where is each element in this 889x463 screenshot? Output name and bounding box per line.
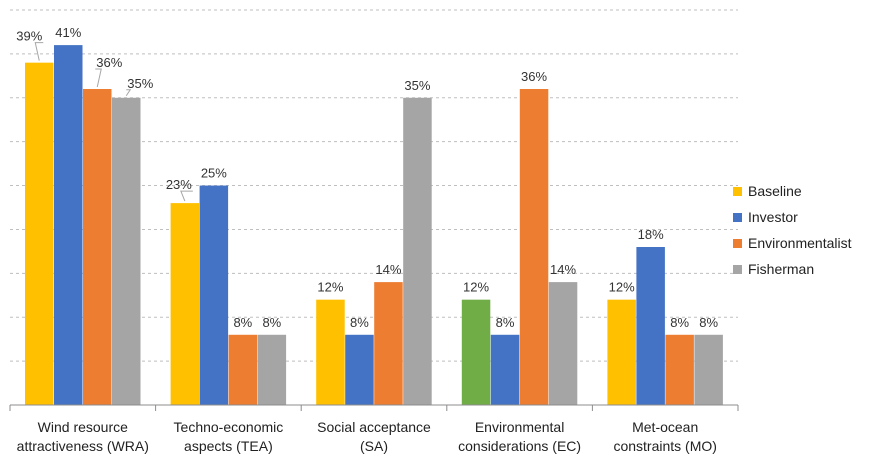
legend-swatch-baseline [733,186,742,196]
data-label-baseline-5: 12% [609,280,635,295]
data-label-investor-1: 41% [55,25,81,40]
legend: Baseline Investor Environmentalist Fishe… [733,178,852,282]
legend-label-environmentalist: Environmentalist [748,235,852,251]
bar-baseline-5 [607,299,636,405]
bar-baseline-3 [316,299,345,405]
leader-lines [34,42,193,202]
data-label-environmentalist-3: 14% [375,262,401,277]
bar-investor-2 [199,185,229,405]
data-label-investor-2: 25% [201,166,227,181]
data-label-baseline-2: 23% [166,177,192,192]
legend-item-fisherman: Fisherman [733,256,852,282]
bar-environmentalist-2 [228,334,258,405]
category-label-1: Wind resource attractiveness (WRA) [17,419,149,454]
data-label-environmentalist-2: 8% [233,315,252,330]
bar-fisherman-1 [112,97,141,406]
bar-baseline-2 [170,203,200,405]
legend-label-investor: Investor [748,209,798,225]
data-label-fisherman-4: 14% [550,262,576,277]
legend-label-baseline: Baseline [748,183,802,199]
bar-fisherman-5 [694,334,723,405]
bars [25,45,723,406]
data-label-investor-5: 18% [638,227,664,242]
bar-baseline-4 [461,299,491,405]
bar-baseline-1 [25,62,54,406]
data-label-baseline-4: 12% [463,280,489,295]
bar-investor-5 [636,247,665,405]
data-labels: 39% 41% 36% 35% 23% 25% 8% 8% 12% 8% 14% 35% 12% 8% 36… [16,25,718,330]
bar-investor-4 [490,334,520,405]
category-labels: Wind resource attractiveness (WRA) Techno-… [17,419,717,454]
data-label-baseline-3: 12% [317,280,343,295]
bar-investor-1 [54,45,83,405]
category-label-4: Environmental considerations (EC) [458,419,581,454]
category-label-2: Techno-economic aspects (TEA) [174,419,284,454]
bar-environmentalist-5 [665,334,694,405]
bar-fisherman-4 [548,282,578,405]
legend-label-fisherman: Fisherman [748,261,815,277]
bar-fisherman-3 [403,97,432,406]
legend-swatch-investor [733,212,742,222]
data-label-fisherman-3: 35% [404,78,430,93]
bar-fisherman-2 [257,334,287,405]
bar-environmentalist-4 [519,89,549,405]
leader-line-fisherman-1 [125,89,132,97]
data-label-fisherman-2: 8% [262,315,281,330]
bar-investor-3 [345,334,374,405]
x-axis [9,404,739,411]
bar-environmentalist-1 [83,89,112,405]
legend-item-baseline: Baseline [733,178,852,204]
data-label-environmentalist-4: 36% [521,69,547,84]
leader-line-baseline-1 [34,42,44,61]
category-label-3: Social acceptance (SA) [317,419,431,454]
legend-item-investor: Investor [733,204,852,230]
data-label-fisherman-1: 35% [127,76,153,91]
data-label-environmentalist-1: 36% [96,55,122,70]
legend-swatch-environmentalist [733,238,742,248]
data-label-baseline-1: 39% [16,29,42,44]
data-label-investor-4: 8% [496,315,515,330]
data-label-fisherman-5: 8% [699,315,718,330]
legend-item-environmentalist: Environmentalist [733,230,852,256]
bar-environmentalist-3 [374,282,403,405]
category-label-5: Met-ocean constraints (MO) [613,419,716,454]
data-label-environmentalist-5: 8% [670,315,689,330]
leader-line-environmentalist-1 [95,68,102,88]
legend-swatch-fisherman [733,264,742,274]
leader-line-baseline-2 [180,190,193,202]
data-label-investor-3: 8% [350,315,369,330]
